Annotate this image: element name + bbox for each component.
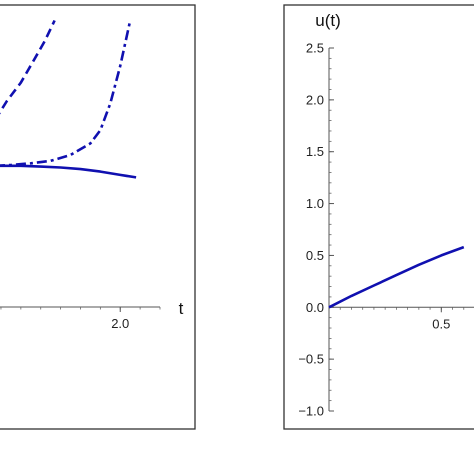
x-tick-label: 0.5: [432, 316, 450, 331]
series-line-dash-dot: [0, 20, 132, 167]
right-panel: 0.5 2.5 2.0 1.5 1.0 0.5 0.0 −0.5 −1.0 u(t): [283, 4, 474, 430]
y-axis-title: u(t): [315, 11, 341, 30]
y-tick-label: 2.0: [306, 92, 324, 107]
panel-frame: [283, 4, 474, 430]
y-tick-label: 0.0: [306, 300, 324, 315]
y-tick-label: −1.0: [298, 404, 324, 419]
x-axis-title: t: [179, 299, 184, 318]
series-line-solid: [0, 164, 137, 179]
left-panel: 2.0 t: [0, 4, 196, 430]
y-tick-label: 2.5: [306, 41, 324, 56]
panel-frame: [0, 4, 196, 430]
series-line-dashed: [0, 19, 56, 115]
y-tick-label: 1.0: [306, 196, 324, 211]
y-tick-label: 0.5: [306, 248, 324, 263]
series-line-solid: [328, 245, 465, 309]
y-tick-label: 1.5: [306, 144, 324, 159]
x-tick-label: 2.0: [111, 316, 129, 331]
y-tick-label: −0.5: [298, 352, 324, 367]
